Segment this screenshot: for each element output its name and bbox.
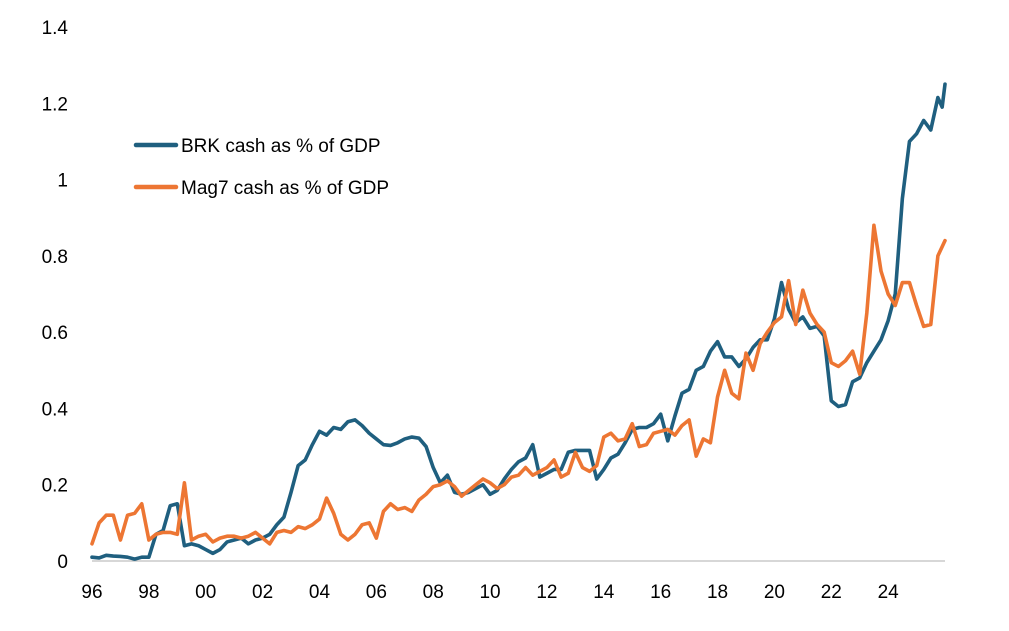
x-tick-label: 20 bbox=[764, 582, 785, 603]
series-layer bbox=[90, 82, 947, 561]
y-tick-label: 0 bbox=[57, 552, 68, 573]
legend-label-mag7: Mag7 cash as % of GDP bbox=[181, 178, 389, 199]
y-tick-label: 1.4 bbox=[42, 18, 69, 39]
x-tick-label: 96 bbox=[81, 582, 102, 603]
y-axis-tick-labels: 0 0.2 0.4 0.6 0.8 1 1.2 1.4 bbox=[42, 18, 69, 573]
y-tick-label: 0.4 bbox=[42, 399, 69, 420]
y-tick-label: 0.6 bbox=[42, 323, 68, 344]
y-tick-label: 1.2 bbox=[42, 94, 68, 115]
x-tick-label: 08 bbox=[423, 582, 444, 603]
x-tick-label: 02 bbox=[252, 582, 273, 603]
legend-label-brk: BRK cash as % of GDP bbox=[181, 136, 381, 157]
legend: BRK cash as % of GDP Mag7 cash as % of GD… bbox=[133, 136, 389, 199]
x-tick-label: 00 bbox=[195, 582, 216, 603]
x-tick-label: 04 bbox=[309, 582, 331, 603]
x-tick-label: 22 bbox=[821, 582, 842, 603]
x-tick-label: 14 bbox=[593, 582, 615, 603]
x-tick-label: 16 bbox=[650, 582, 671, 603]
series-line-mag7 bbox=[90, 223, 947, 546]
x-tick-label: 24 bbox=[878, 582, 900, 603]
x-tick-label: 98 bbox=[138, 582, 159, 603]
y-tick-label: 1 bbox=[57, 171, 68, 192]
y-tick-label: 0.2 bbox=[42, 476, 68, 497]
x-tick-label: 10 bbox=[479, 582, 500, 603]
x-tick-label: 06 bbox=[366, 582, 387, 603]
x-tick-label: 12 bbox=[536, 582, 557, 603]
series-line-brk bbox=[90, 82, 947, 561]
x-tick-label: 18 bbox=[707, 582, 728, 603]
x-axis-tick-labels: 96 98 00 02 04 06 08 10 12 14 16 18 20 22 24 bbox=[81, 582, 899, 603]
y-tick-label: 0.8 bbox=[42, 247, 68, 268]
